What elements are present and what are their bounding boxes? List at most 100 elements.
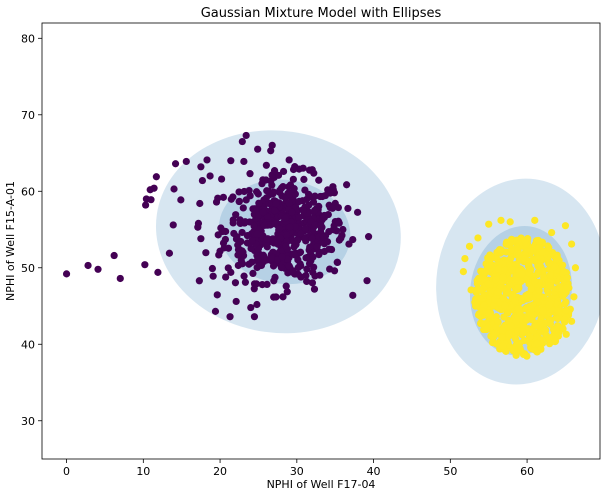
data-point-series-0 — [303, 265, 311, 273]
chart-title: Gaussian Mixture Model with Ellipses — [201, 6, 442, 21]
data-point-series-0 — [281, 214, 289, 222]
data-point-series-1 — [507, 254, 515, 262]
data-point-series-0 — [289, 267, 297, 275]
y-tick-label: 60 — [21, 185, 35, 198]
data-point-series-0 — [262, 161, 270, 169]
data-point-series-0 — [260, 253, 268, 261]
data-point-series-0 — [246, 170, 254, 178]
data-point-series-1 — [484, 254, 492, 262]
data-point-series-0 — [211, 307, 220, 315]
data-point-series-1 — [546, 320, 555, 328]
data-point-series-1 — [495, 246, 504, 254]
data-point-series-0 — [222, 273, 230, 281]
data-point-series-0 — [235, 197, 243, 205]
data-point-series-0 — [248, 236, 256, 245]
data-point-series-0 — [197, 235, 205, 243]
data-point-series-1 — [480, 301, 488, 309]
data-point-series-0 — [258, 180, 266, 188]
data-point-series-1 — [568, 317, 576, 325]
data-point-series-0 — [267, 177, 275, 185]
data-point-series-1 — [478, 307, 487, 315]
data-point-series-1 — [570, 293, 578, 301]
data-point-series-1 — [531, 277, 539, 285]
data-point-series-1 — [539, 307, 547, 315]
data-point-series-0 — [349, 291, 357, 299]
data-point-series-0 — [215, 251, 223, 259]
data-point-series-1 — [558, 261, 567, 269]
data-point-series-0 — [289, 175, 297, 183]
data-point-series-0 — [147, 196, 155, 204]
data-point-series-0 — [62, 270, 71, 278]
data-point-series-0 — [329, 183, 337, 191]
data-point-series-0 — [238, 228, 246, 237]
data-point-series-1 — [517, 347, 525, 355]
data-point-series-0 — [252, 188, 261, 196]
data-point-series-1 — [537, 344, 545, 353]
data-point-series-0 — [270, 277, 278, 285]
data-point-series-1 — [524, 262, 533, 270]
data-point-series-0 — [285, 156, 293, 164]
data-point-series-0 — [110, 251, 118, 260]
data-point-series-0 — [94, 265, 102, 273]
data-point-series-0 — [221, 235, 230, 244]
data-point-series-0 — [263, 235, 271, 243]
data-point-series-0 — [291, 223, 299, 231]
data-point-series-1 — [485, 220, 493, 228]
data-point-series-0 — [363, 277, 371, 285]
data-point-series-1 — [533, 306, 541, 314]
data-point-series-0 — [253, 300, 261, 309]
data-point-series-0 — [263, 187, 271, 195]
data-point-series-0 — [321, 191, 329, 200]
data-point-series-0 — [259, 208, 267, 216]
data-point-series-1 — [534, 244, 542, 252]
data-point-series-1 — [518, 270, 526, 278]
data-point-series-1 — [494, 265, 503, 273]
data-point-series-1 — [493, 288, 502, 296]
data-point-series-1 — [551, 337, 560, 345]
data-point-series-1 — [471, 298, 479, 306]
data-point-series-0 — [235, 188, 243, 196]
data-point-series-0 — [294, 270, 302, 278]
data-point-series-0 — [285, 199, 293, 207]
points-layer — [62, 131, 580, 360]
data-point-series-1 — [513, 236, 521, 244]
data-point-series-0 — [232, 297, 240, 306]
data-point-series-0 — [141, 261, 149, 269]
data-point-series-0 — [343, 181, 351, 189]
data-point-series-1 — [511, 335, 520, 343]
data-point-series-0 — [354, 208, 362, 216]
y-tick-label: 50 — [21, 262, 35, 275]
data-point-series-0 — [268, 141, 276, 149]
data-point-series-1 — [545, 244, 553, 252]
data-point-series-0 — [247, 303, 255, 312]
data-point-series-1 — [475, 274, 483, 282]
data-point-series-0 — [171, 160, 180, 168]
data-point-series-1 — [561, 222, 570, 230]
data-point-series-0 — [316, 248, 324, 256]
data-point-series-0 — [142, 201, 150, 209]
data-point-series-0 — [253, 230, 261, 238]
data-point-series-0 — [339, 225, 347, 234]
data-point-series-0 — [258, 281, 266, 289]
data-point-series-0 — [248, 258, 256, 266]
data-point-series-0 — [84, 261, 92, 270]
data-point-series-1 — [515, 305, 523, 313]
data-point-series-1 — [476, 294, 484, 302]
data-point-series-0 — [271, 206, 279, 215]
data-point-series-0 — [202, 249, 210, 257]
data-point-series-1 — [545, 259, 553, 267]
data-point-series-0 — [197, 163, 205, 171]
x-tick-label: 20 — [213, 465, 227, 478]
data-point-series-0 — [170, 185, 178, 193]
data-point-series-1 — [563, 274, 571, 282]
data-point-series-1 — [526, 333, 534, 341]
data-point-series-0 — [203, 156, 211, 164]
x-tick-label: 50 — [443, 465, 457, 478]
data-point-series-0 — [333, 258, 342, 267]
data-point-series-0 — [308, 234, 316, 243]
data-point-series-1 — [522, 316, 530, 324]
data-point-series-0 — [224, 244, 233, 252]
x-tick-label: 10 — [136, 465, 150, 478]
data-point-series-1 — [561, 300, 569, 308]
data-point-series-1 — [490, 302, 498, 310]
